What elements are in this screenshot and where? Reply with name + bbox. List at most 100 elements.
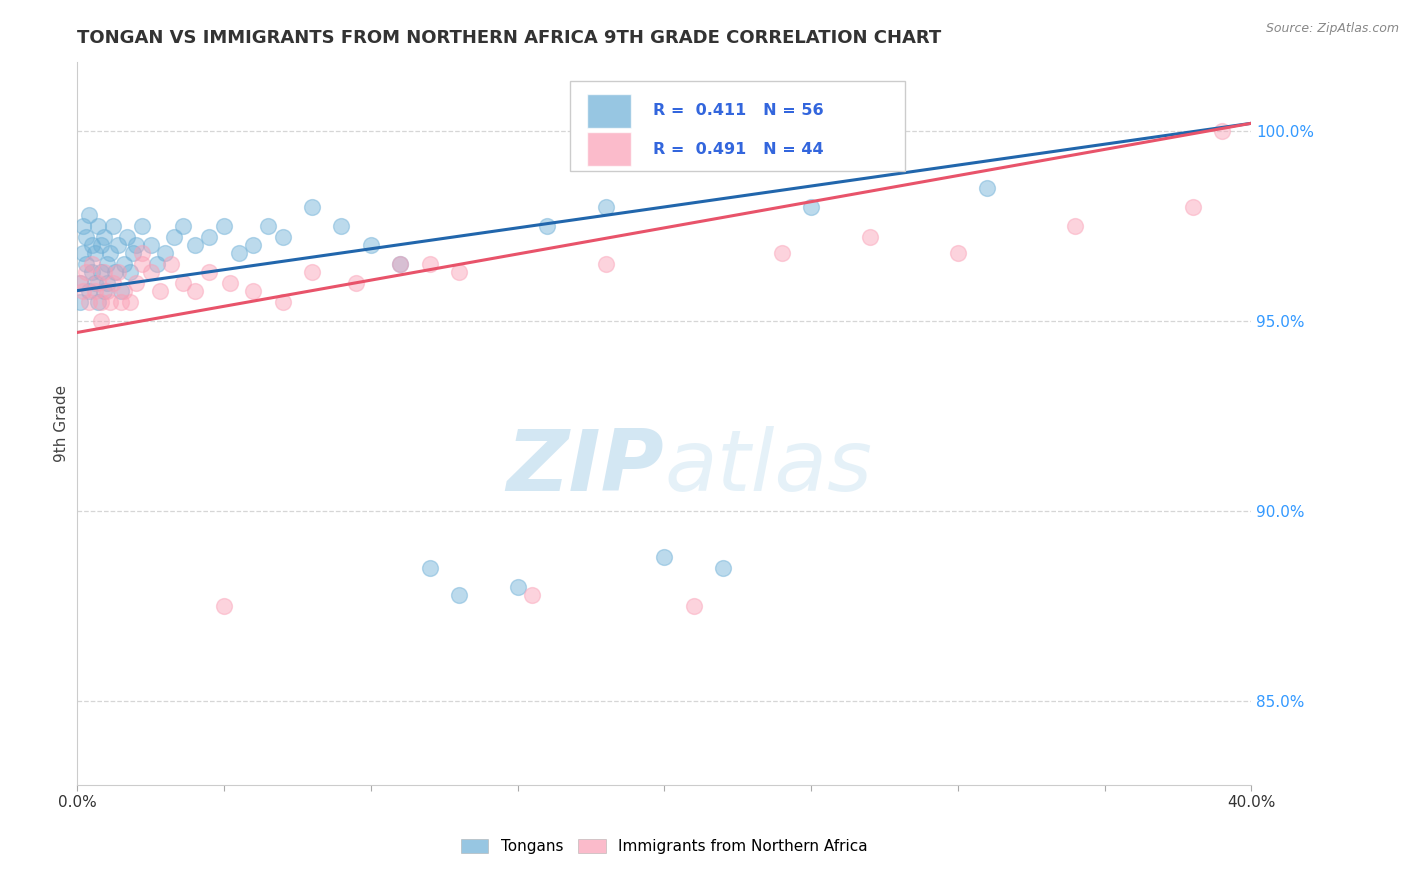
Point	[506, 580, 529, 594]
Point	[139, 264, 162, 278]
Point	[110, 284, 132, 298]
Point	[163, 230, 186, 244]
Point	[125, 238, 148, 252]
Point	[447, 588, 470, 602]
Point	[859, 230, 882, 244]
Point	[389, 257, 412, 271]
Point	[96, 257, 118, 271]
Point	[131, 257, 153, 271]
Point	[219, 276, 242, 290]
Point	[77, 295, 100, 310]
Point	[198, 264, 221, 278]
Point	[257, 219, 280, 233]
Point	[419, 257, 441, 271]
Point	[104, 264, 127, 278]
Point	[69, 295, 91, 310]
Point	[946, 245, 969, 260]
Point	[84, 276, 107, 290]
Point	[711, 561, 734, 575]
Point	[80, 238, 103, 252]
Text: Source: ZipAtlas.com: Source: ZipAtlas.com	[1265, 22, 1399, 36]
Point	[96, 276, 118, 290]
Point	[522, 588, 544, 602]
Point	[212, 599, 235, 614]
Point	[131, 245, 153, 260]
Point	[93, 230, 115, 244]
Point	[120, 295, 142, 310]
Point	[198, 230, 221, 244]
Point	[90, 238, 112, 252]
FancyBboxPatch shape	[571, 80, 905, 171]
Point	[595, 257, 617, 271]
Point	[120, 264, 142, 278]
Point	[80, 257, 103, 271]
Point	[652, 549, 676, 564]
Point	[69, 276, 91, 290]
Point	[96, 284, 118, 298]
Point	[419, 561, 441, 575]
Point	[301, 200, 323, 214]
Point	[72, 219, 94, 233]
Point	[75, 257, 97, 271]
Y-axis label: 9th Grade: 9th Grade	[53, 385, 69, 462]
Point	[145, 257, 167, 271]
Point	[101, 276, 124, 290]
Bar	[586, 132, 631, 167]
Point	[98, 245, 121, 260]
Point	[90, 264, 112, 278]
Point	[1181, 200, 1204, 214]
Point	[80, 264, 103, 278]
Point	[360, 238, 382, 252]
Point	[389, 257, 412, 271]
Point	[101, 219, 124, 233]
Point	[112, 284, 135, 298]
Point	[536, 219, 558, 233]
Point	[301, 264, 323, 278]
Point	[93, 284, 115, 298]
Point	[271, 295, 294, 310]
Point	[75, 230, 97, 244]
Point	[800, 200, 823, 214]
Point	[115, 230, 138, 244]
Point	[87, 295, 110, 310]
Point	[344, 276, 367, 290]
Point	[77, 208, 100, 222]
Point	[271, 230, 294, 244]
Point	[93, 264, 115, 278]
Point	[242, 284, 264, 298]
Point	[107, 264, 129, 278]
Text: R =  0.411   N = 56: R = 0.411 N = 56	[652, 103, 824, 119]
Point	[1064, 219, 1087, 233]
Point	[242, 238, 264, 252]
Point	[139, 238, 162, 252]
Point	[172, 219, 194, 233]
Point	[447, 264, 470, 278]
Text: TONGAN VS IMMIGRANTS FROM NORTHERN AFRICA 9TH GRADE CORRELATION CHART: TONGAN VS IMMIGRANTS FROM NORTHERN AFRIC…	[77, 29, 942, 47]
Point	[160, 257, 183, 271]
Point	[1211, 124, 1233, 138]
Point	[228, 245, 250, 260]
Point	[72, 284, 94, 298]
Point	[212, 219, 235, 233]
Legend: Tongans, Immigrants from Northern Africa: Tongans, Immigrants from Northern Africa	[454, 833, 875, 861]
Point	[976, 181, 998, 195]
Point	[330, 219, 353, 233]
Point	[90, 295, 112, 310]
Point	[69, 276, 91, 290]
Point	[90, 314, 112, 328]
Point	[125, 276, 148, 290]
Point	[770, 245, 793, 260]
Point	[110, 295, 132, 310]
Point	[107, 238, 129, 252]
Point	[172, 276, 194, 290]
Point	[595, 200, 617, 214]
Point	[87, 276, 110, 290]
Point	[112, 257, 135, 271]
Point	[84, 245, 107, 260]
Text: ZIP: ZIP	[506, 425, 665, 508]
Point	[682, 599, 704, 614]
Text: R =  0.491   N = 44: R = 0.491 N = 44	[652, 142, 824, 157]
Point	[84, 284, 107, 298]
Point	[77, 284, 100, 298]
Point	[75, 264, 97, 278]
